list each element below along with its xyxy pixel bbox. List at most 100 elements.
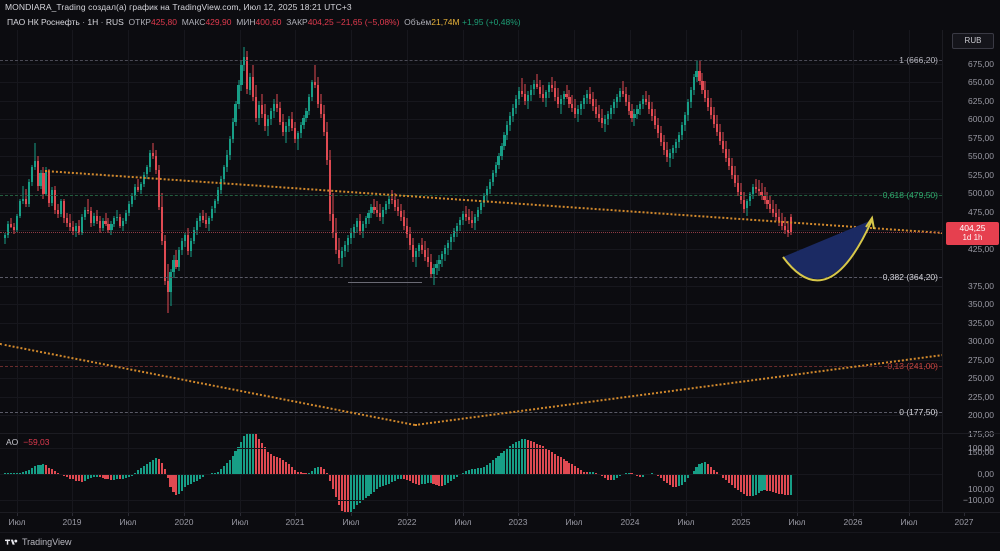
candlestick [636,30,639,433]
candlestick [264,30,267,433]
time-tick-mark [630,513,631,516]
candlestick [464,30,468,433]
candlestick [583,30,586,433]
candlestick [577,30,580,433]
candlestick [689,30,692,433]
candlestick [98,30,101,433]
ao-histogram-bar [6,473,10,474]
fib-level-line[interactable] [0,195,942,196]
grid-line-v [184,30,185,433]
ao-histogram-bar [145,463,148,474]
ao-histogram-bar [281,459,284,474]
ao-histogram-bar [417,474,420,485]
candlestick [142,30,145,433]
candlestick [113,30,116,433]
fib-level-label[interactable]: 0,13 (241,00) [887,361,938,371]
candlestick [314,30,317,433]
candlestick [503,30,506,433]
grid-line-h [0,323,942,324]
time-tick-mark [128,513,129,516]
candlestick [606,30,609,433]
ao-histogram-bar [754,474,757,495]
time-scale[interactable]: Июл 2019 Июл 2020 Июл 2021 Июл 2022 Июл 2023 Июл 20… [0,512,1000,532]
ao-histogram-bar [346,474,349,512]
candlestick [334,30,338,433]
ao-histogram-bar [222,466,225,474]
current-price-tag[interactable]: 404,25 1d 1h [946,222,999,246]
candlestick [311,30,314,433]
candlestick [343,30,346,433]
ao-histogram-bar [583,471,586,474]
symbol-legend[interactable]: ПАО НК Роснефть · 1H · RUS ОТКР 425,80 М… [0,14,1000,30]
candlestick [535,30,539,433]
ao-histogram-bar [473,468,476,474]
legend-sep-1: · [79,17,88,27]
candlestick [769,30,772,433]
candlestick [444,30,447,433]
time-tick-mark [964,513,965,516]
candlestick [187,30,190,433]
ao-histogram-bar [544,448,547,474]
candlestick [438,30,441,433]
time-tick-label: Июл [900,517,918,527]
candlestick [370,30,373,433]
candlestick [600,30,604,433]
ao-histogram-bar [24,471,27,474]
legend-high-label: МАКС [181,17,206,27]
candlestick [261,30,264,433]
candlestick [385,30,388,433]
legend-symbol[interactable]: ПАО НК Роснефть [7,17,80,27]
grid-line-v [853,434,854,512]
fib-level-line[interactable] [0,366,942,367]
price-tick: 675,00 [968,59,994,69]
price-tick: 600,00 [968,114,994,124]
price-tick: 225,00 [968,392,994,402]
ao-histogram-bar [267,451,270,474]
fib-level-line[interactable] [0,60,942,61]
ao-histogram-bar [527,439,530,474]
ao-histogram-bar [258,439,261,474]
ao-histogram-bar [12,473,15,474]
fib-level-line[interactable] [0,412,942,413]
candlestick [290,30,293,433]
price-scale[interactable]: RUB 675,00 650,00 625,00 600,00 575,00 550,00… [942,30,1000,494]
time-tick-label: 2024 [620,517,640,527]
candlestick [467,30,471,433]
ao-histogram-bar [535,443,538,474]
ao-histogram-bar [577,468,580,474]
ao-plot-area[interactable]: AO −59,03 [0,434,942,512]
ao-histogram-bar [651,473,654,474]
candlestick [101,30,104,433]
candlestick [657,30,660,433]
support-line[interactable] [348,282,422,283]
fib-level-label[interactable]: 1 (666,20) [899,55,938,65]
ao-tick: −100,00 [963,495,994,505]
legend-change-pct: (−5,08%) [364,17,400,27]
time-tick-mark [797,513,798,516]
candlestick [326,30,329,433]
fib-level-label[interactable]: 0,618 (479,50) [882,190,938,200]
ao-histogram-bar [503,450,506,474]
ao-legend[interactable]: AO −59,03 [6,437,50,447]
grid-line-v [686,30,687,433]
price-plot-area[interactable]: 1 (666,20) 0,618 (479,50) 0,382 (364,20) 0,… [0,30,942,433]
candlestick [677,30,680,433]
candlestick [24,30,27,433]
ao-histogram-bar [739,474,742,492]
ao-histogram-bar [74,474,77,481]
ao-histogram-bar [565,460,568,474]
fib-level-label[interactable]: 0 (177,50) [899,407,938,417]
ao-histogram-bar [668,474,671,486]
fib-level-label[interactable]: 0,382 (364,20) [882,272,938,282]
fib-level-line[interactable] [0,277,942,278]
ao-scale[interactable]: 100,00 0,00 −100,00 [942,434,1000,512]
currency-button[interactable]: RUB [952,33,994,49]
candlestick [627,30,630,433]
ao-name: AO [6,437,19,447]
candlestick [509,30,512,433]
candlestick [255,30,258,433]
candlestick [9,30,13,433]
candlestick [302,30,305,433]
ao-histogram-bar [432,474,435,485]
legend-interval[interactable]: 1H [87,17,99,27]
